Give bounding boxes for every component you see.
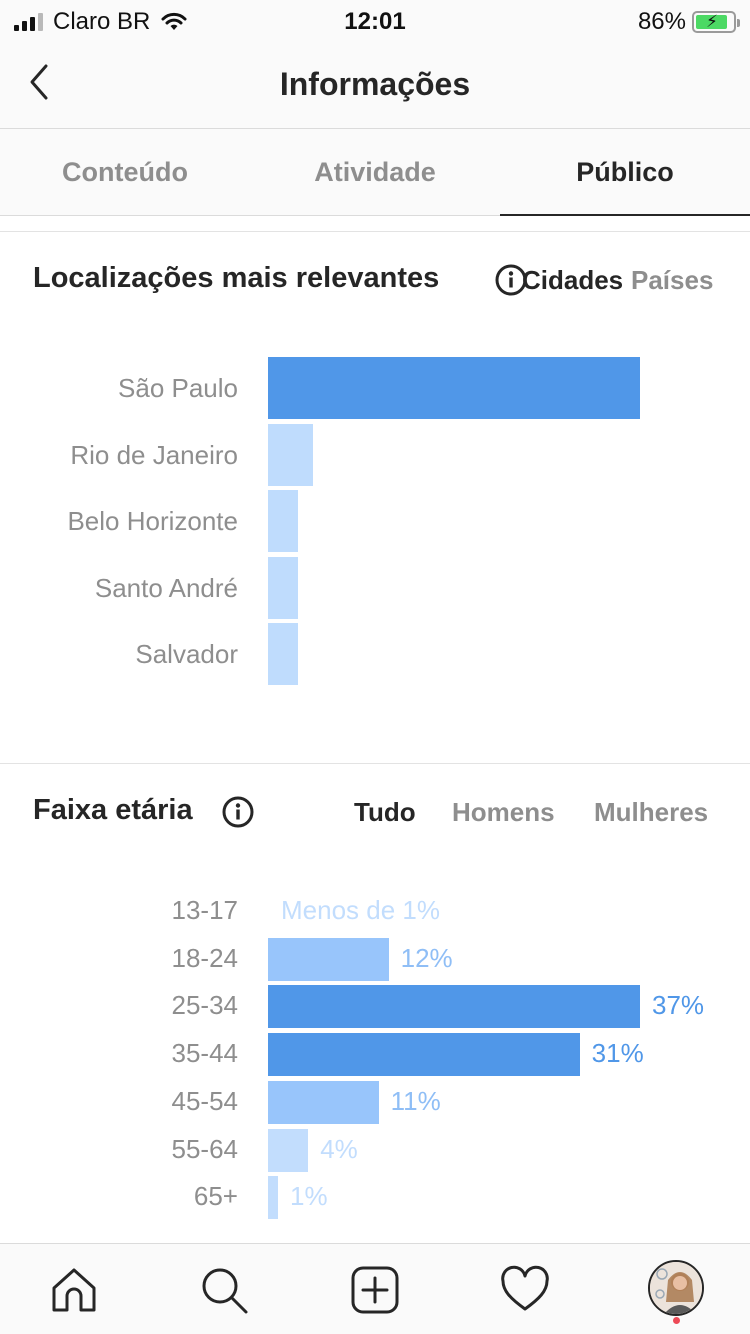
battery-icon: ⚡	[692, 11, 740, 33]
city-bar	[268, 556, 298, 619]
age-percent-label: 11%	[390, 1085, 441, 1116]
bottom-tab-bar	[0, 1243, 750, 1334]
age-range-title: Faixa etária	[33, 794, 193, 826]
age-bar	[268, 985, 640, 1029]
city-label: Salvador	[135, 639, 238, 669]
notification-dot	[673, 1317, 680, 1324]
age-percent-label: 31%	[591, 1038, 644, 1069]
locations-bar-chart: São Paulo Rio de Janeiro Belo Horizonte San…	[0, 350, 750, 695]
age-bar-chart: 13-17 Menos de 1% 18-24 12% 25-34 37% 35-44 31%…	[0, 890, 750, 1225]
age-bar	[268, 1080, 379, 1124]
filter-homens[interactable]: Homens	[452, 797, 555, 827]
info-icon[interactable]	[221, 795, 255, 829]
charging-bolt-icon: ⚡	[706, 12, 718, 31]
search-icon[interactable]	[198, 1264, 250, 1316]
age-percent-label: 12%	[400, 942, 453, 973]
battery-percent: 86%	[637, 8, 686, 35]
section-divider	[0, 763, 750, 764]
new-post-icon[interactable]	[349, 1264, 401, 1316]
age-percent-label: Menos de 1%	[281, 895, 440, 925]
info-icon[interactable]	[494, 263, 528, 297]
age-range-label: 13-17	[171, 895, 239, 925]
age-range-label: 35-44	[171, 1038, 239, 1069]
navigation-bar: Informações	[0, 40, 750, 129]
city-bar	[268, 623, 298, 685]
carrier-name: Claro BR	[53, 8, 151, 35]
age-percent-label: 37%	[652, 990, 705, 1021]
age-range-label: 45-54	[171, 1085, 239, 1116]
avatar-image	[650, 1262, 702, 1314]
city-bar	[268, 357, 640, 419]
age-bar	[268, 1128, 309, 1172]
age-percent-label: 4%	[320, 1133, 358, 1164]
city-bar	[268, 490, 298, 552]
age-range-label: 18-24	[171, 942, 239, 973]
city-label: Belo Horizonte	[67, 506, 238, 536]
clock: 12:01	[344, 8, 406, 35]
city-bar	[268, 423, 313, 486]
section-divider	[0, 231, 750, 232]
age-bar	[268, 937, 389, 981]
age-percent-label: 1%	[290, 1181, 328, 1212]
tab-atividade[interactable]: Atividade	[314, 157, 436, 187]
filter-cidades[interactable]: Cidades	[522, 265, 624, 295]
insights-tabs: Conteúdo Atividade Público	[0, 129, 750, 216]
wifi-icon	[161, 12, 187, 30]
locations-title: Localizações mais relevantes	[33, 262, 440, 294]
heart-icon[interactable]	[499, 1264, 551, 1316]
age-range-label: 65+	[193, 1181, 238, 1212]
tab-conteudo[interactable]: Conteúdo	[62, 157, 188, 187]
cellular-signal-icon	[14, 13, 43, 31]
tab-publico[interactable]: Público	[500, 129, 750, 216]
home-icon[interactable]	[48, 1264, 100, 1316]
filter-paises[interactable]: Países	[631, 265, 714, 295]
filter-mulheres[interactable]: Mulheres	[594, 797, 709, 827]
age-bar	[268, 1176, 279, 1220]
age-range-label: 55-64	[171, 1133, 239, 1164]
back-chevron-icon[interactable]	[22, 58, 62, 108]
page-title: Informações	[279, 66, 471, 102]
age-range-label: 25-34	[171, 990, 239, 1021]
age-bar	[268, 1033, 580, 1077]
city-label: Santo André	[94, 572, 238, 603]
status-bar: Claro BR 12:01 86% ⚡	[0, 0, 750, 40]
city-label: São Paulo	[118, 373, 238, 403]
filter-tudo[interactable]: Tudo	[354, 797, 416, 827]
status-left: Claro BR	[14, 8, 188, 36]
city-label: Rio de Janeiro	[70, 439, 238, 470]
profile-avatar[interactable]	[648, 1260, 704, 1316]
status-right: 86% ⚡	[637, 8, 740, 36]
